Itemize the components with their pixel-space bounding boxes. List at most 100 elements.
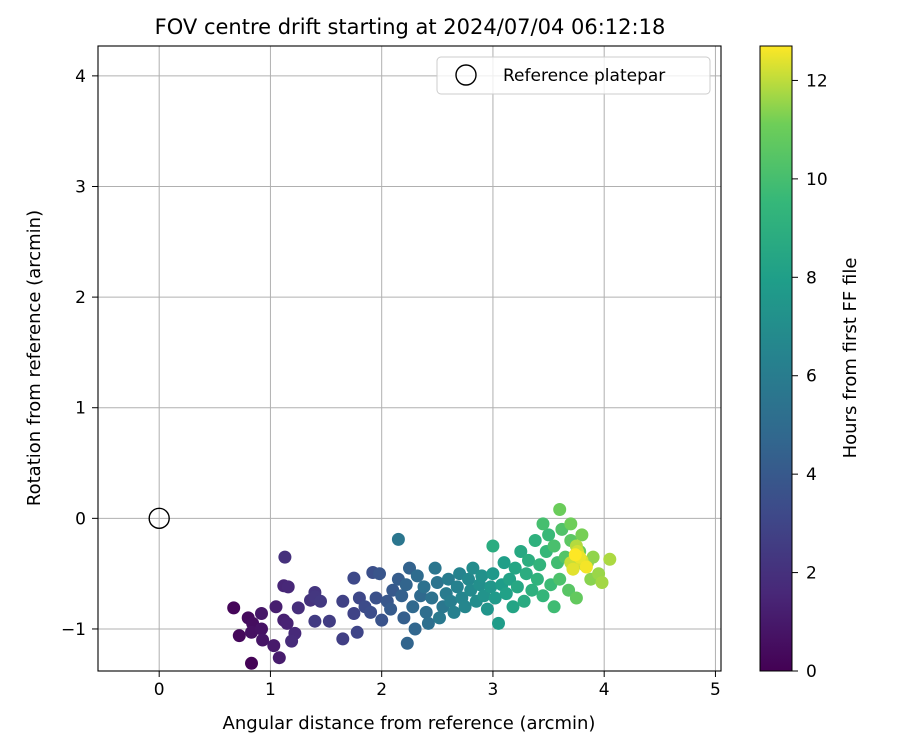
data-point xyxy=(525,583,539,597)
colorbar-tick-label: 0 xyxy=(806,662,817,682)
data-point xyxy=(553,572,567,586)
data-point xyxy=(528,534,542,547)
legend-box xyxy=(436,56,711,95)
data-point xyxy=(399,578,413,592)
data-point xyxy=(564,517,578,531)
data-point xyxy=(586,550,600,564)
data-point xyxy=(492,616,505,630)
data-point xyxy=(508,561,522,575)
data-point xyxy=(569,591,583,605)
data-point xyxy=(350,625,364,639)
data-point xyxy=(519,567,533,581)
data-point xyxy=(410,569,424,583)
data-point xyxy=(267,639,281,653)
data-point xyxy=(280,616,294,630)
data-point xyxy=(497,556,511,570)
data-point xyxy=(575,528,589,542)
data-point xyxy=(395,589,409,603)
y-tick-label: 0 xyxy=(75,509,86,529)
y-tick-label: 4 xyxy=(75,67,86,87)
plot-frame xyxy=(97,45,722,672)
data-point xyxy=(566,562,580,576)
colorbar-label: Hours from first FF file xyxy=(840,258,861,459)
data-point xyxy=(400,636,414,650)
data-point xyxy=(484,580,498,594)
x-tick-label: 5 xyxy=(710,680,721,700)
y-tick-label: −1 xyxy=(61,620,86,640)
colorbar-ticks: 0 2 4 6 8 10 12 xyxy=(792,71,828,682)
data-point xyxy=(444,594,458,608)
data-point xyxy=(466,561,480,575)
data-point xyxy=(475,569,489,583)
data-point xyxy=(595,576,609,589)
data-point xyxy=(433,611,446,625)
legend-label-reference-platepar: Reference platepar xyxy=(503,66,665,86)
data-point xyxy=(488,591,502,605)
data-point xyxy=(430,576,444,589)
legend: Reference platepar xyxy=(436,56,711,95)
data-point xyxy=(425,591,439,605)
grid-lines xyxy=(98,46,721,671)
data-point xyxy=(486,539,500,553)
colorbar-tick-label: 4 xyxy=(806,465,817,485)
data-point xyxy=(272,651,286,665)
colorbar: 0 2 4 6 8 10 12 Hours from first FF file xyxy=(759,45,861,682)
data-point xyxy=(506,600,520,614)
data-point xyxy=(364,605,378,619)
colorbar-tick-label: 12 xyxy=(806,71,828,91)
x-axis-label: Angular distance from reference (arcmin) xyxy=(223,713,596,734)
data-point xyxy=(255,607,268,620)
data-points xyxy=(227,503,617,670)
data-point xyxy=(499,587,513,601)
data-point xyxy=(336,632,350,646)
data-point xyxy=(291,601,305,615)
colorbar-tick-label: 10 xyxy=(806,170,828,190)
reference-platepar-point xyxy=(148,507,170,530)
x-tick-label: 0 xyxy=(154,680,165,700)
data-point xyxy=(536,589,550,603)
y-axis: −1 0 1 2 3 4 xyxy=(61,67,98,640)
data-point xyxy=(553,503,567,516)
data-point xyxy=(384,602,398,616)
data-point xyxy=(314,594,327,608)
data-point xyxy=(450,580,464,594)
data-point xyxy=(255,622,268,636)
data-point xyxy=(486,567,500,581)
data-point xyxy=(227,601,241,615)
data-point xyxy=(391,532,405,546)
data-point xyxy=(408,622,422,636)
data-point xyxy=(256,633,270,647)
data-point xyxy=(347,571,361,585)
data-point xyxy=(510,580,524,594)
data-point xyxy=(514,545,528,558)
x-axis: 0 1 2 3 4 5 xyxy=(154,671,721,700)
data-point xyxy=(568,548,582,562)
data-point xyxy=(447,605,461,619)
data-point xyxy=(462,572,475,586)
data-point xyxy=(245,656,258,670)
colorbar-tick-label: 6 xyxy=(806,367,817,387)
data-point xyxy=(369,591,383,605)
data-point xyxy=(417,580,431,594)
data-point xyxy=(579,560,593,574)
data-point xyxy=(232,629,246,643)
data-point xyxy=(547,600,561,614)
data-point xyxy=(530,572,544,586)
reference-marker xyxy=(148,507,170,530)
data-point xyxy=(480,602,494,616)
data-point xyxy=(245,625,258,639)
data-point xyxy=(603,552,617,566)
y-tick-label: 1 xyxy=(75,399,86,419)
colorbar-tick-label: 2 xyxy=(806,564,817,584)
data-point xyxy=(547,539,561,553)
y-tick-label: 2 xyxy=(75,288,86,308)
data-point xyxy=(375,613,389,627)
y-tick-label: 3 xyxy=(75,177,86,197)
data-point xyxy=(373,567,386,581)
x-tick-label: 2 xyxy=(376,680,387,700)
legend-marker-open-circle xyxy=(455,64,477,86)
data-point xyxy=(336,594,350,608)
data-point xyxy=(397,611,411,625)
x-tick-label: 4 xyxy=(599,680,610,700)
